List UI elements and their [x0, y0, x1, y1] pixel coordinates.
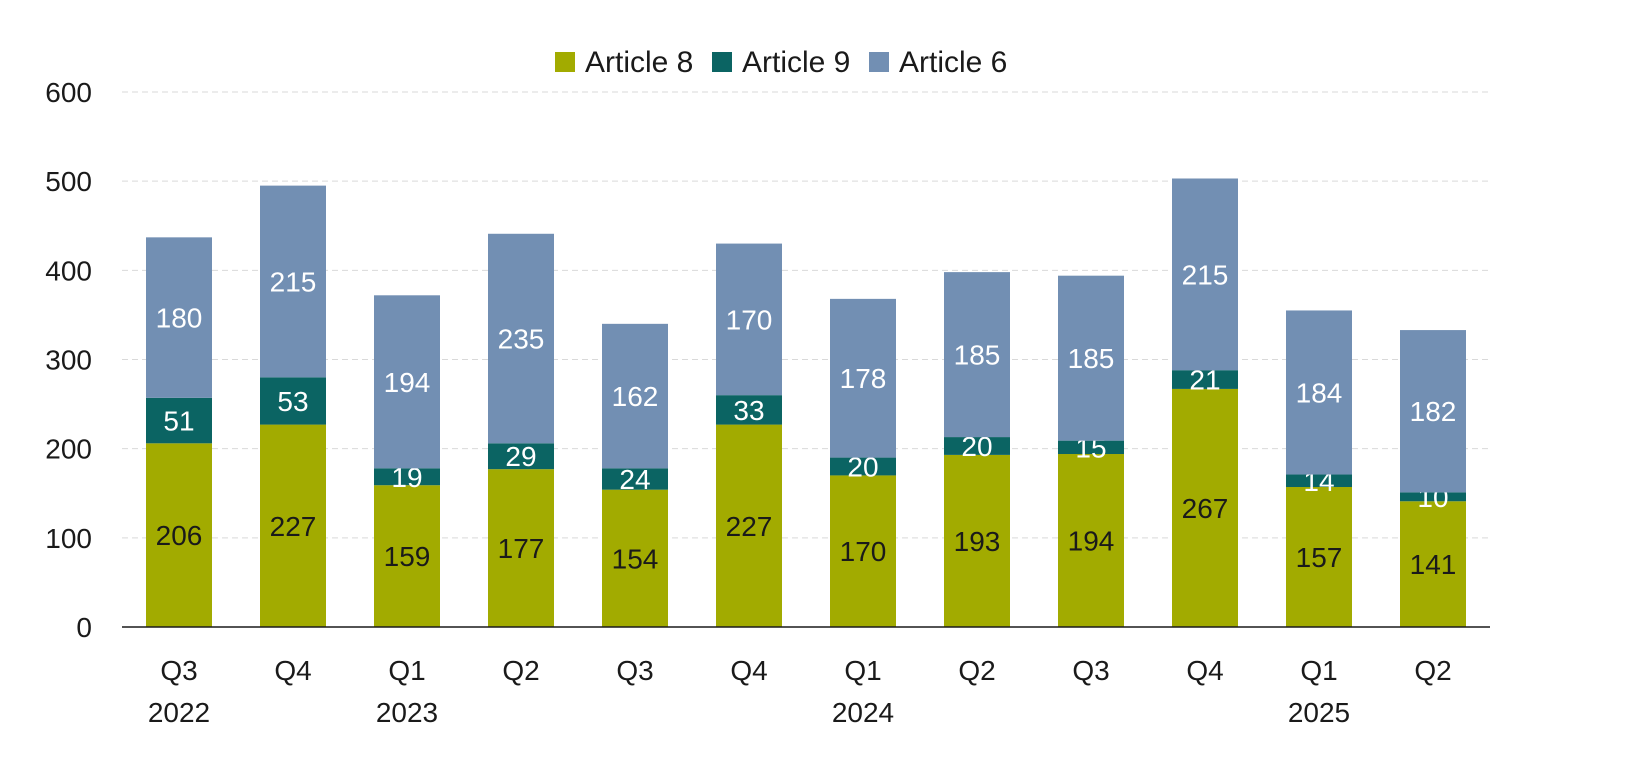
- data-label: 53: [277, 386, 308, 417]
- y-tick-label: 300: [45, 345, 92, 376]
- bar-article-6: [488, 233, 554, 444]
- x-tick-label: 2022: [148, 697, 210, 728]
- data-label: 215: [270, 266, 317, 297]
- data-label: 194: [384, 367, 431, 398]
- x-tick-label: Q4: [730, 655, 767, 686]
- bar-article-6: [1172, 178, 1238, 371]
- data-label: 227: [270, 511, 317, 542]
- data-label: 170: [840, 536, 887, 567]
- y-tick-label: 0: [76, 612, 92, 643]
- data-label: 177: [498, 533, 545, 564]
- data-label: 157: [1296, 542, 1343, 573]
- bar-article-8: [146, 443, 212, 627]
- bar-article-8: [1400, 501, 1466, 627]
- x-tick-label: 2023: [376, 697, 438, 728]
- data-label: 159: [384, 541, 431, 572]
- bar-article-6: [1286, 310, 1352, 475]
- bar-article-8: [260, 424, 326, 627]
- bar-article-6: [1400, 330, 1466, 493]
- x-tick-label: Q3: [616, 655, 653, 686]
- data-label: 162: [612, 381, 659, 412]
- data-label: 206: [156, 520, 203, 551]
- bar-article-9: [1400, 492, 1466, 502]
- bar-article-8: [1286, 487, 1352, 627]
- x-tick-label: Q3: [160, 655, 197, 686]
- bar-article-8: [716, 424, 782, 627]
- data-label: 182: [1410, 396, 1457, 427]
- bar-article-8: [1172, 388, 1238, 627]
- x-tick-label: Q1: [388, 655, 425, 686]
- bar-article-9: [830, 457, 896, 476]
- bar-article-6: [260, 185, 326, 378]
- x-tick-label: 2025: [1288, 697, 1350, 728]
- data-label: 267: [1182, 493, 1229, 524]
- data-label: 215: [1182, 259, 1229, 290]
- data-label: 235: [498, 324, 545, 355]
- data-label: 180: [156, 303, 203, 334]
- legend-swatch: [712, 52, 732, 72]
- data-label: 29: [505, 441, 536, 472]
- data-label: 185: [1068, 343, 1115, 374]
- bar-article-6: [602, 323, 668, 469]
- x-tick-label: Q2: [1414, 655, 1451, 686]
- bar-article-8: [602, 489, 668, 627]
- bar-article-6: [374, 295, 440, 469]
- bar-article-6: [146, 237, 212, 398]
- bar-article-9: [488, 443, 554, 470]
- bar-article-9: [1058, 440, 1124, 455]
- bar-article-8: [944, 454, 1010, 627]
- y-tick-label: 600: [45, 77, 92, 108]
- bar-article-6: [1058, 275, 1124, 441]
- data-label: 141: [1410, 549, 1457, 580]
- legend-label: Article 8: [585, 46, 693, 79]
- data-label: 227: [726, 511, 773, 542]
- bar-article-8: [374, 485, 440, 627]
- data-label: 185: [954, 340, 1001, 371]
- bar-article-6: [944, 272, 1010, 438]
- y-tick-label: 100: [45, 523, 92, 554]
- bar-article-9: [716, 395, 782, 425]
- bar-article-6: [830, 298, 896, 458]
- data-label: 194: [1068, 526, 1115, 557]
- bar-article-9: [260, 377, 326, 425]
- bar-article-8: [488, 469, 554, 627]
- legend-swatch: [869, 52, 889, 72]
- x-tick-label: Q4: [1186, 655, 1223, 686]
- data-label: 51: [163, 406, 194, 437]
- bar-article-9: [1172, 370, 1238, 389]
- bar-article-8: [830, 475, 896, 627]
- data-label: 193: [954, 526, 1001, 557]
- legend-label: Article 6: [899, 46, 1007, 79]
- legend-label: Article 9: [742, 46, 850, 79]
- y-tick-label: 200: [45, 434, 92, 465]
- data-label: 24: [619, 464, 650, 495]
- bar-article-9: [944, 437, 1010, 455]
- x-tick-label: Q4: [274, 655, 311, 686]
- data-label: 184: [1296, 377, 1343, 408]
- y-tick-label: 400: [45, 255, 92, 286]
- x-tick-label: Q2: [502, 655, 539, 686]
- bar-article-9: [374, 468, 440, 486]
- x-tick-label: 2024: [832, 697, 894, 728]
- bar-article-9: [602, 468, 668, 490]
- bar-article-8: [1058, 454, 1124, 627]
- bar-article-9: [146, 397, 212, 444]
- y-tick-label: 500: [45, 166, 92, 197]
- x-tick-label: Q2: [958, 655, 995, 686]
- data-label: 178: [840, 363, 887, 394]
- x-tick-label: Q3: [1072, 655, 1109, 686]
- x-tick-label: Q1: [844, 655, 881, 686]
- bar-article-9: [1286, 474, 1352, 488]
- bar-article-6: [716, 243, 782, 396]
- data-label: 170: [726, 304, 773, 335]
- x-tick-label: Q1: [1300, 655, 1337, 686]
- legend-swatch: [555, 52, 575, 72]
- data-label: 154: [612, 543, 659, 574]
- data-label: 33: [733, 395, 764, 426]
